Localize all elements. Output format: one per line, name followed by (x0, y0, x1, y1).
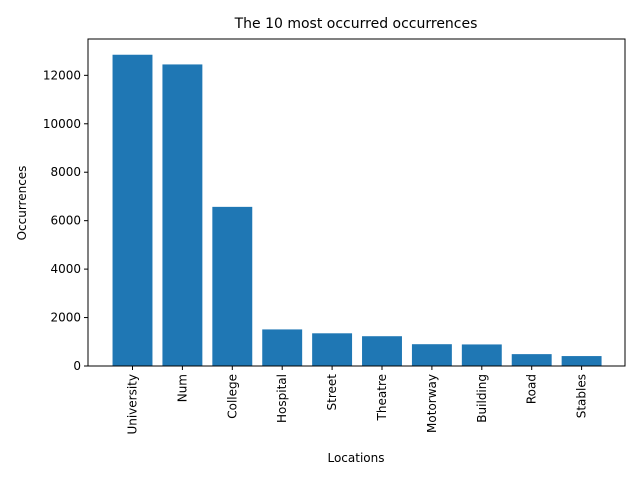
x-tick-label: College (225, 374, 239, 419)
y-axis: 0 2000 4000 6000 8000 10000 12000 (43, 68, 88, 373)
y-axis-label: Occurrences (15, 166, 29, 241)
x-tick-label: Street (325, 374, 339, 411)
bar-college (212, 206, 253, 366)
y-tick-label: 0 (73, 359, 81, 373)
y-tick-label: 10000 (43, 117, 81, 131)
y-tick-label: 4000 (50, 262, 81, 276)
bar-hospital (262, 329, 303, 366)
plot-area (112, 54, 602, 367)
bar-university (112, 54, 153, 367)
y-tick-label: 2000 (50, 311, 81, 325)
x-tick-label: Motorway (425, 374, 439, 433)
bar-num (162, 64, 203, 367)
y-tick-label: 8000 (50, 165, 81, 179)
bar-building (461, 344, 502, 366)
x-axis-label: Locations (327, 451, 384, 465)
bar-theatre (362, 336, 402, 366)
x-tick-label: Stables (575, 374, 589, 418)
bar-stables (561, 356, 602, 366)
x-axis: University Num College Hospital Street Theatr… (126, 366, 589, 435)
x-tick-label: Building (475, 374, 489, 423)
x-tick-label: Theatre (375, 374, 389, 421)
x-tick-label: University (126, 374, 140, 435)
bar-road (511, 354, 552, 366)
bar-motorway (411, 344, 452, 366)
x-tick-label: Road (525, 374, 539, 404)
x-tick-label: Num (175, 374, 189, 402)
chart-title: The 10 most occurred occurrences (234, 16, 478, 32)
y-tick-label: 12000 (43, 68, 81, 82)
bar-street (312, 333, 353, 366)
axes-frame (87, 38, 626, 367)
y-tick-label: 6000 (50, 214, 81, 228)
x-tick-label: Hospital (275, 374, 289, 423)
